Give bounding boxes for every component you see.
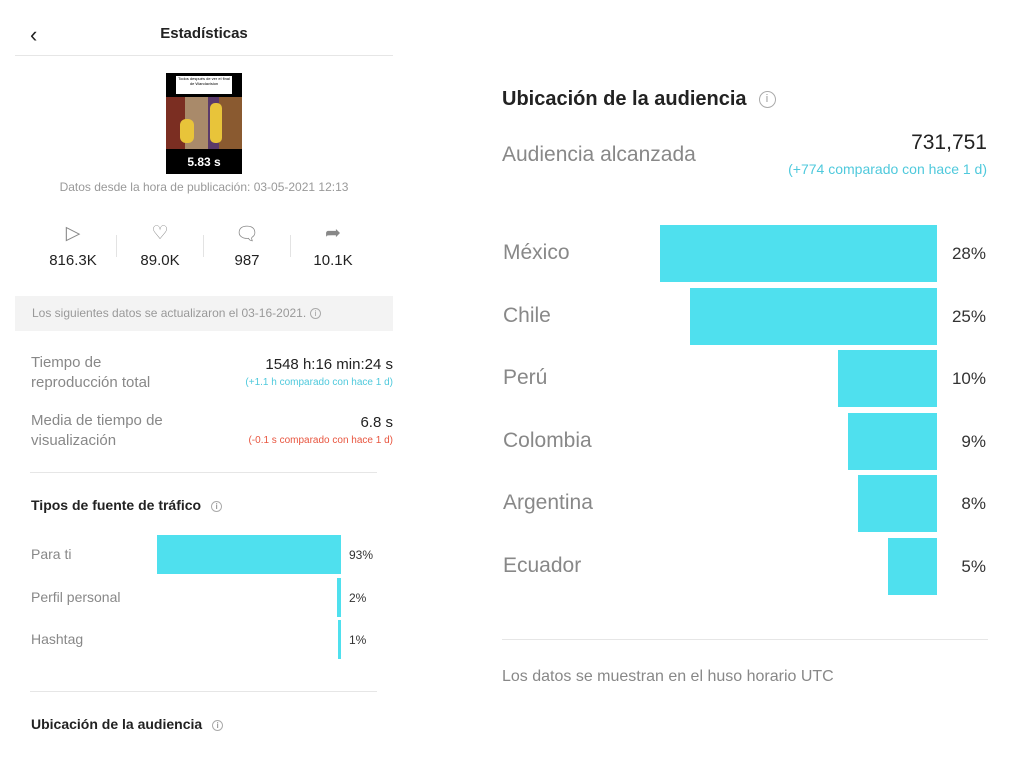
video-frame — [166, 97, 242, 149]
country-value: 5% — [961, 556, 986, 576]
traffic-title: Tipos de fuente de tráfico i — [31, 497, 223, 513]
traffic-label: Perfil personal — [31, 588, 121, 605]
divider — [30, 691, 377, 692]
info-icon[interactable]: i — [211, 500, 223, 512]
traffic-bar — [157, 535, 341, 574]
metric-label: Media de tiempo de visualización — [31, 412, 163, 449]
country-label: Ecuador — [503, 553, 582, 577]
traffic-bar — [338, 620, 341, 659]
update-banner: Los siguientes datos se actualizaron el … — [15, 296, 393, 331]
reach-value: 731,751 — [911, 131, 987, 154]
traffic-value: 1% — [349, 633, 367, 647]
divider — [502, 639, 988, 640]
comment-icon: 🗨 — [234, 224, 260, 245]
video-duration: 5.83 s — [187, 155, 221, 169]
publish-date: Datos desde la hora de publicación: 03-0… — [59, 180, 349, 194]
back-button[interactable]: ‹ — [30, 22, 37, 48]
metric-label: Tiempo de reproducción total — [31, 354, 151, 391]
traffic-label: Hashtag — [31, 631, 84, 647]
video-caption: Todos después de ver el final de Wandavi… — [176, 76, 232, 94]
divider — [290, 235, 291, 257]
metric-value: 1548 h:16 min:24 s — [265, 356, 393, 373]
country-label: Chile — [503, 303, 551, 327]
chevron-left-icon: ‹ — [30, 22, 38, 47]
reach-delta: (+774 comparado con hace 1 d) — [788, 161, 987, 177]
country-value: 8% — [961, 494, 986, 513]
country-bar — [689, 287, 937, 345]
traffic-value: 93% — [349, 548, 374, 562]
share-icon: ➦ — [325, 223, 341, 244]
info-icon[interactable]: i — [212, 719, 224, 731]
country-bar — [838, 350, 937, 407]
metric-value: 6.8 s — [360, 414, 393, 431]
page-title: Estadísticas — [160, 25, 248, 42]
country-label: Argentina — [503, 491, 593, 514]
audience-section-title[interactable]: Ubicación de la audiencia i — [31, 716, 224, 732]
metric-delta: (+1.1 h comparado con hace 1 d) — [245, 377, 393, 388]
metric-delta: (-0.1 s comparado con hace 1 d) — [248, 435, 393, 446]
divider — [30, 472, 377, 473]
play-icon: ▷ — [65, 223, 81, 244]
audience-title: Ubicación de la audiencia i — [502, 88, 776, 111]
country-bar — [660, 225, 937, 282]
country-label: Colombia — [503, 428, 592, 452]
divider — [203, 235, 204, 257]
country-value: 28% — [951, 244, 986, 263]
country-bar — [847, 412, 937, 470]
info-icon[interactable]: i — [310, 308, 322, 320]
stat-shares: ➦ 10.1K — [293, 222, 373, 269]
traffic-label: Para ti — [31, 546, 72, 562]
country-bar — [857, 475, 937, 532]
info-icon[interactable]: i — [758, 91, 776, 109]
country-label: Perú — [503, 366, 548, 389]
country-value: 25% — [951, 306, 986, 326]
timezone-note: Los datos se muestran en el huso horario… — [502, 668, 834, 685]
stat-likes: ♡ 89.0K — [120, 222, 200, 269]
country-bar — [887, 537, 937, 595]
reach-label: Audiencia alcanzada — [502, 143, 696, 166]
stat-comments: 🗨 987 — [207, 222, 287, 269]
stat-views: ▷ 816.3K — [33, 222, 113, 269]
traffic-value: 2% — [349, 590, 367, 605]
heart-icon: ♡ — [151, 223, 169, 244]
country-label: México — [503, 241, 570, 264]
video-thumbnail[interactable]: Todos después de ver el final de Wandavi… — [166, 73, 242, 174]
country-value: 9% — [961, 431, 986, 451]
divider — [15, 55, 393, 56]
traffic-bar — [337, 577, 341, 617]
divider — [116, 235, 117, 257]
country-value: 10% — [951, 369, 986, 388]
